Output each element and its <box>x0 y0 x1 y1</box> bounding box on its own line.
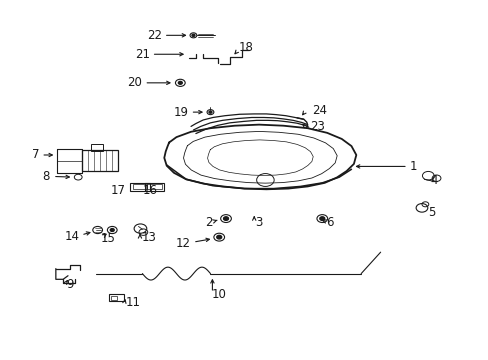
Text: 14: 14 <box>64 230 79 243</box>
Text: 8: 8 <box>42 170 50 183</box>
Text: 5: 5 <box>427 206 434 219</box>
Circle shape <box>208 111 211 113</box>
Text: 23: 23 <box>309 120 325 133</box>
Text: 10: 10 <box>211 288 226 301</box>
Text: 3: 3 <box>255 216 262 229</box>
Text: 11: 11 <box>125 296 141 309</box>
Text: 19: 19 <box>173 105 188 119</box>
Bar <box>132 184 147 189</box>
Text: 6: 6 <box>325 216 333 229</box>
Circle shape <box>110 229 114 231</box>
Text: 7: 7 <box>32 148 39 162</box>
Bar <box>144 183 164 191</box>
Text: 21: 21 <box>134 48 149 61</box>
Bar <box>111 296 116 300</box>
Text: 17: 17 <box>110 184 125 197</box>
Text: 24: 24 <box>312 104 327 117</box>
Circle shape <box>319 217 324 220</box>
Circle shape <box>192 34 195 36</box>
Text: 16: 16 <box>142 184 157 197</box>
Text: 20: 20 <box>127 76 142 89</box>
Text: 15: 15 <box>101 232 116 245</box>
Circle shape <box>216 235 221 239</box>
Text: 1: 1 <box>409 160 416 173</box>
Bar <box>130 183 149 191</box>
Text: 2: 2 <box>205 216 212 229</box>
Circle shape <box>223 217 228 220</box>
Bar <box>109 294 123 301</box>
Bar <box>91 144 103 151</box>
Text: 9: 9 <box>66 278 74 291</box>
Text: 22: 22 <box>146 29 162 42</box>
Text: 12: 12 <box>176 237 191 250</box>
Circle shape <box>178 81 182 84</box>
Text: 4: 4 <box>429 174 437 186</box>
Text: 13: 13 <box>141 231 156 244</box>
Bar <box>147 184 162 189</box>
Text: 18: 18 <box>238 41 253 54</box>
